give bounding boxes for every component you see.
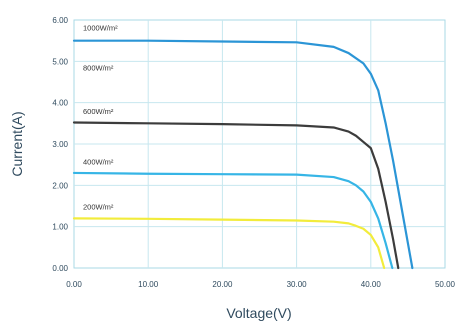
series-label: 600W/m² (83, 107, 114, 116)
x-tick-label: 0.00 (66, 280, 82, 289)
series-label: 200W/m² (83, 202, 114, 211)
series-label: 1000W/m² (83, 24, 118, 33)
series-curve (72, 121, 400, 270)
x-tick-label: 20.00 (212, 280, 233, 289)
x-axis-title: Voltage(V) (226, 305, 291, 321)
y-axis-title: Current(A) (9, 111, 25, 176)
x-tick-label: 10.00 (138, 280, 159, 289)
series-curve (72, 39, 414, 270)
y-tick-label: 0.00 (52, 264, 68, 273)
series-curve (72, 217, 386, 270)
x-tick-labels: 0.00 10.00 20.00 30.00 40.00 50.00 (66, 280, 455, 289)
y-tick-labels: 0.00 1.00 2.00 3.00 4.00 5.00 6.00 (52, 16, 68, 273)
y-tick-label: 6.00 (52, 16, 68, 25)
series-labels: 1000W/m² 800W/m² 600W/m² 400W/m² 200W/m² (83, 24, 118, 212)
y-tick-label: 3.00 (52, 140, 68, 149)
series-curves (72, 39, 414, 270)
y-tick-label: 5.00 (52, 57, 68, 66)
grid (74, 20, 445, 268)
y-tick-label: 4.00 (52, 99, 68, 108)
series-label: 400W/m² (83, 158, 114, 167)
x-tick-label: 40.00 (361, 280, 382, 289)
y-tick-label: 1.00 (52, 223, 68, 232)
x-tick-label: 50.00 (435, 280, 456, 289)
x-tick-label: 30.00 (287, 280, 308, 289)
series-curve (72, 171, 394, 270)
y-tick-label: 2.00 (52, 181, 68, 190)
series-label: 800W/m² (83, 63, 114, 72)
